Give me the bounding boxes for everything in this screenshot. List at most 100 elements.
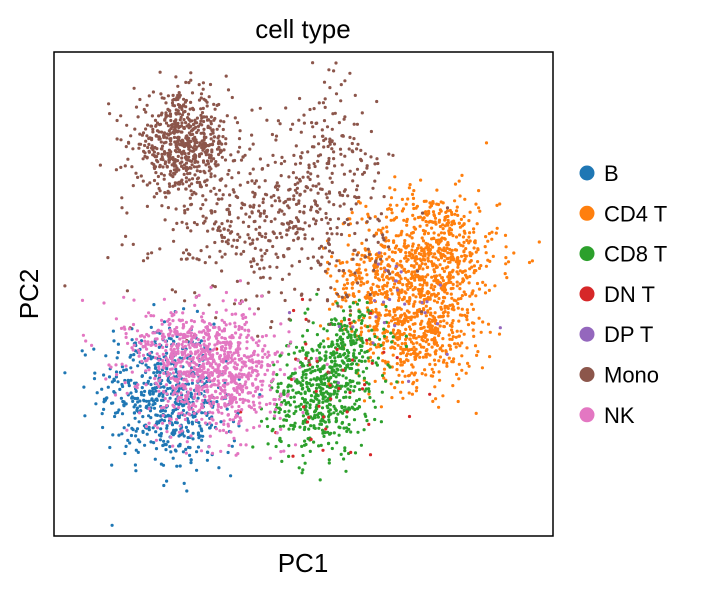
data-point	[381, 233, 385, 237]
data-point	[421, 339, 425, 343]
data-point	[439, 305, 443, 309]
data-point	[165, 374, 169, 378]
data-point	[443, 290, 447, 294]
data-point	[339, 83, 343, 87]
data-point	[132, 86, 136, 90]
data-point	[421, 228, 425, 233]
data-point	[380, 390, 384, 394]
data-point	[165, 404, 169, 408]
data-point	[451, 275, 455, 279]
data-point	[338, 336, 342, 340]
data-point	[351, 281, 355, 285]
data-point	[197, 83, 201, 87]
data-point	[198, 408, 202, 412]
data-point	[335, 279, 339, 283]
data-point	[399, 248, 403, 252]
data-point	[381, 278, 386, 282]
data-point	[405, 259, 409, 263]
data-point	[216, 226, 221, 230]
data-point	[155, 382, 159, 386]
data-point	[385, 330, 390, 334]
data-point	[315, 348, 319, 352]
data-point	[214, 310, 219, 314]
data-point	[184, 121, 188, 125]
data-point	[446, 251, 450, 255]
data-point	[251, 257, 255, 261]
data-point	[179, 395, 183, 400]
data-point	[305, 420, 310, 424]
data-point	[301, 334, 305, 338]
data-point	[221, 389, 225, 393]
data-point	[230, 359, 235, 363]
data-point	[462, 222, 466, 226]
data-point	[150, 161, 154, 165]
data-point	[143, 443, 147, 447]
data-point	[218, 354, 223, 358]
data-point	[209, 154, 213, 158]
data-point	[342, 457, 346, 461]
data-point	[349, 380, 353, 384]
data-point	[232, 365, 236, 369]
data-point	[390, 340, 394, 344]
data-point	[268, 410, 272, 414]
data-point	[317, 101, 321, 105]
data-point	[131, 428, 135, 432]
data-point	[182, 172, 186, 176]
data-point	[403, 302, 407, 306]
data-point	[197, 390, 201, 394]
data-point	[304, 317, 308, 321]
data-point	[130, 396, 134, 400]
data-point	[372, 268, 376, 272]
data-point	[341, 340, 345, 344]
data-point	[171, 409, 176, 413]
data-point	[371, 282, 375, 286]
data-point	[368, 453, 373, 457]
data-point	[370, 328, 374, 332]
data-point	[249, 406, 254, 410]
data-point	[205, 458, 209, 462]
data-point	[127, 384, 131, 388]
data-point	[218, 429, 222, 433]
data-point	[360, 253, 364, 257]
data-point	[332, 369, 336, 373]
data-point	[301, 410, 305, 415]
data-point	[206, 399, 210, 403]
data-point	[223, 352, 227, 356]
data-point	[441, 227, 445, 231]
data-point	[257, 204, 261, 208]
data-point	[262, 209, 266, 213]
data-point	[186, 112, 191, 116]
data-point	[381, 359, 385, 363]
data-point	[143, 339, 147, 343]
data-point	[344, 327, 348, 331]
data-point	[343, 79, 347, 83]
data-point	[180, 141, 184, 145]
data-point	[390, 211, 394, 215]
data-point	[325, 298, 330, 302]
data-point	[455, 284, 459, 288]
data-point	[258, 267, 262, 271]
data-point	[120, 362, 124, 366]
data-point	[237, 353, 241, 357]
data-point	[445, 257, 449, 261]
data-point	[265, 248, 269, 253]
data-point	[206, 360, 210, 364]
data-point	[351, 301, 355, 305]
data-point	[309, 383, 313, 388]
data-point	[337, 269, 341, 273]
data-point	[190, 378, 194, 382]
data-point	[137, 340, 141, 344]
data-point	[209, 172, 213, 176]
data-point	[319, 244, 323, 248]
data-point	[380, 373, 385, 378]
data-point	[187, 147, 191, 151]
data-point	[199, 207, 203, 211]
data-point	[136, 115, 140, 119]
data-point	[159, 92, 163, 96]
data-point	[157, 114, 161, 118]
data-point	[322, 327, 326, 331]
data-point	[193, 173, 197, 177]
data-point	[250, 179, 254, 183]
data-point	[321, 134, 325, 138]
data-point	[285, 228, 289, 232]
